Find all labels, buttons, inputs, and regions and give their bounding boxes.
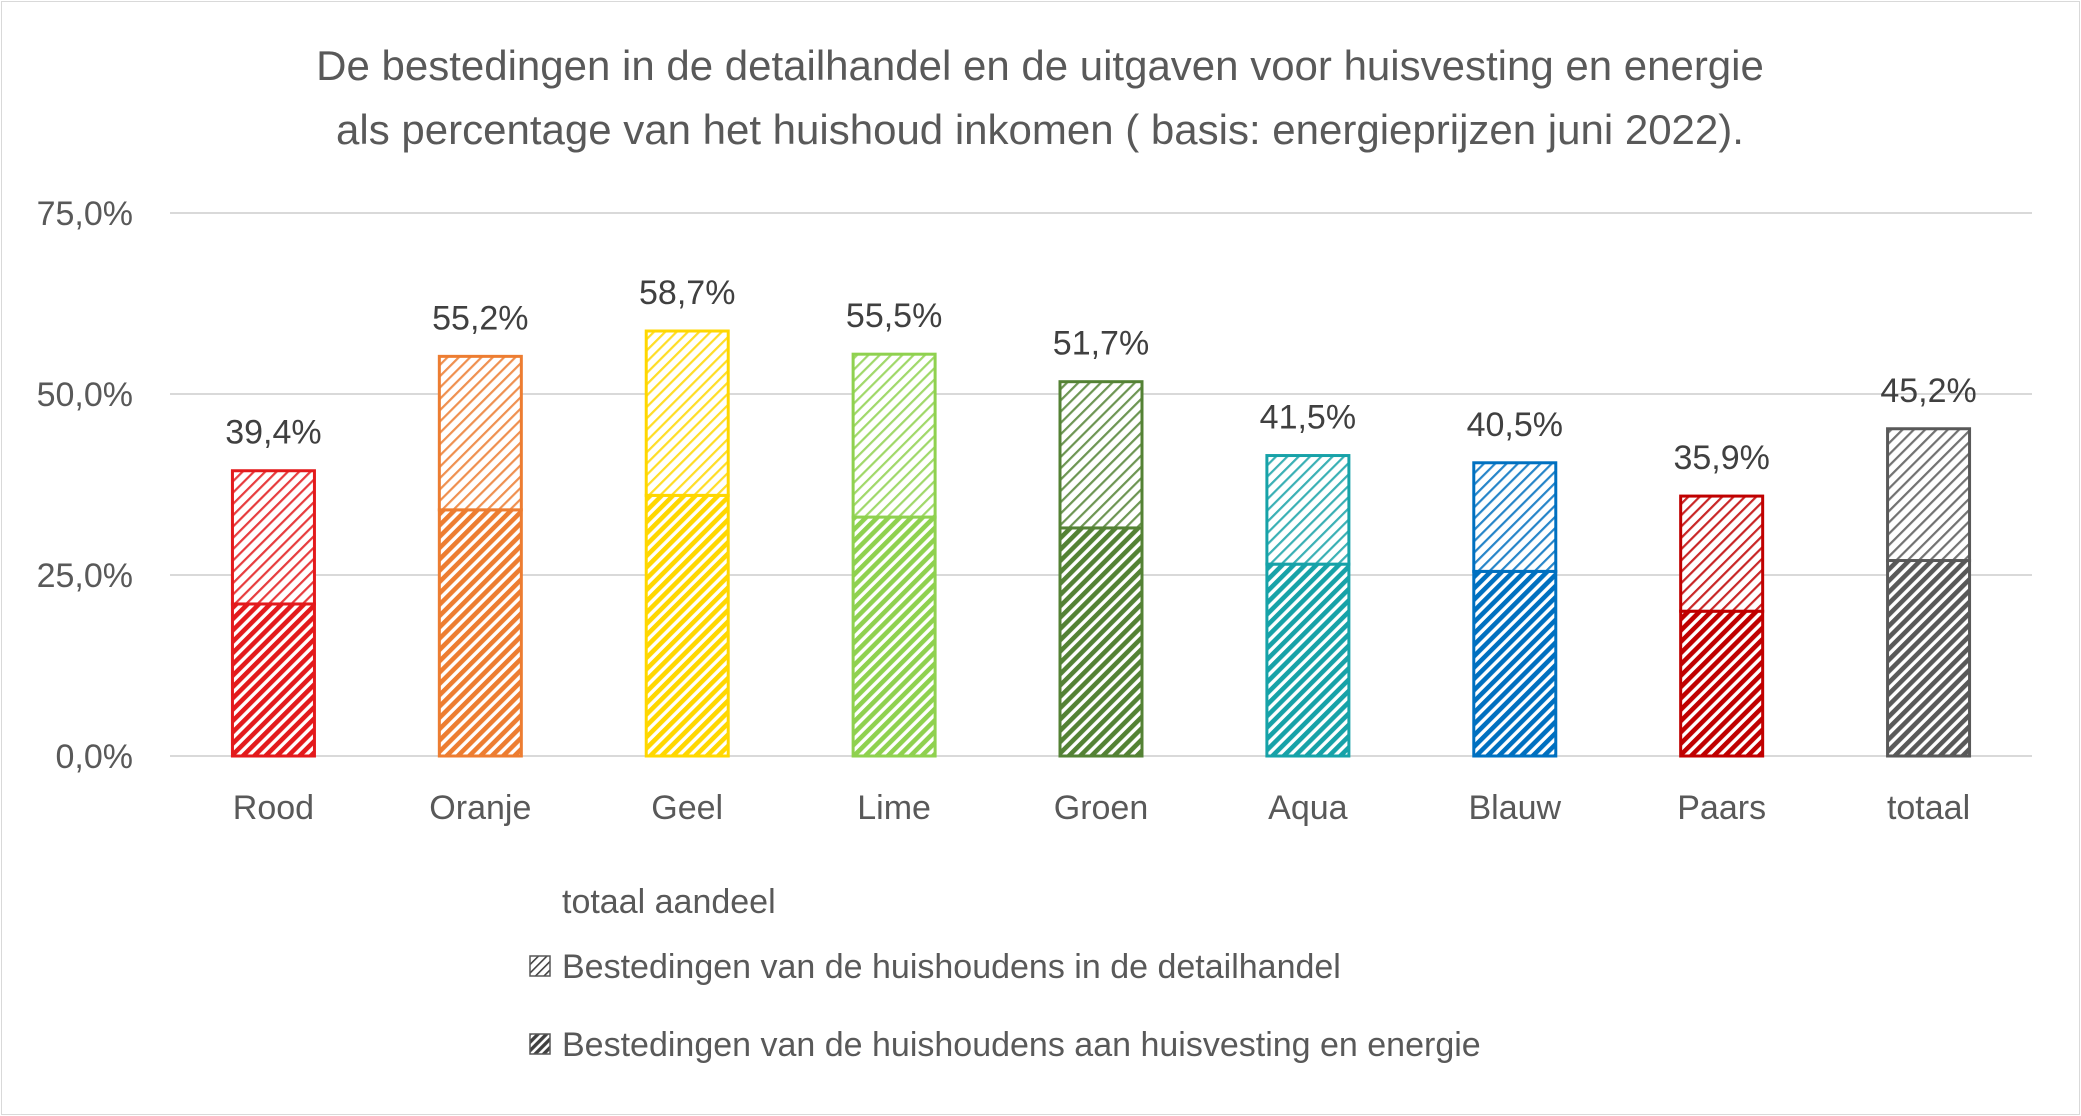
bar-segment-housing-energy — [1472, 569, 1558, 758]
bar-segment-housing-energy — [1679, 609, 1765, 758]
y-tick-label: 75,0% — [37, 195, 133, 233]
category-labels: Rood Oranje Geel Lime Groen Aqua Blauw Paars tot… — [233, 789, 1970, 827]
category-label: Geel — [651, 789, 723, 827]
category-label: Oranje — [429, 789, 531, 827]
bar-segment-retail — [230, 469, 316, 606]
y-tick-label: 0,0% — [56, 738, 134, 776]
chart-title-line-1: De bestedingen in de detailhandel en de … — [316, 42, 1764, 89]
legend-swatch — [529, 1033, 551, 1055]
total-data-label: 35,9% — [1673, 439, 1769, 477]
bar-segment-housing-energy — [644, 493, 730, 758]
category-label: Blauw — [1468, 789, 1561, 827]
bar-segment-housing-energy — [851, 515, 937, 758]
bar-segment-retail — [644, 329, 730, 497]
total-data-label: 55,5% — [846, 297, 942, 335]
bar-segment-retail — [1058, 380, 1144, 530]
legend: Bestedingen van de huishoudens in de det… — [529, 948, 1481, 1064]
category-label: Paars — [1677, 789, 1766, 827]
bar-segment-housing-energy — [1058, 526, 1144, 758]
bar-segment-housing-energy — [1886, 559, 1972, 758]
y-tick-label: 50,0% — [37, 376, 133, 414]
bar-segment-retail — [1265, 454, 1351, 566]
total-data-label: 41,5% — [1260, 399, 1356, 437]
legend-entry-label: Bestedingen van de huishoudens aan huisv… — [562, 1026, 1481, 1064]
category-label: Groen — [1054, 789, 1149, 827]
total-data-label: 58,7% — [639, 274, 735, 312]
bar-segment-retail — [1886, 427, 1972, 563]
y-tick-label: 25,0% — [37, 557, 133, 595]
bar-segment-housing-energy — [1265, 562, 1351, 758]
bars — [230, 329, 1972, 758]
category-label: Aqua — [1268, 789, 1347, 827]
bar-segment-retail — [1472, 461, 1558, 573]
total-data-label: 51,7% — [1053, 325, 1149, 363]
bar-segment-retail — [437, 354, 523, 512]
bar-segment-housing-energy — [437, 508, 523, 758]
bar-segment-housing-energy — [230, 602, 316, 758]
y-axis-tick-labels: 0,0% 25,0% 50,0% 75,0% — [37, 195, 133, 776]
total-data-label: 45,2% — [1880, 372, 1976, 410]
data-labels: 39,4% 55,2% 58,7% 55,5% 51,7% 41,5% 40,5% 35,9%… — [225, 274, 1977, 477]
category-label: Lime — [857, 789, 931, 827]
total-data-label: 55,2% — [432, 299, 528, 337]
bar-segment-retail — [1679, 494, 1765, 613]
bar-segment-retail — [851, 352, 937, 519]
total-data-label: 40,5% — [1467, 406, 1563, 444]
category-label: totaal — [1887, 789, 1970, 827]
legend-title: totaal aandeel — [562, 883, 776, 921]
legend-swatch — [529, 955, 551, 977]
total-data-label: 39,4% — [225, 414, 321, 452]
chart-title-line-2: als percentage van het huishoud inkomen … — [336, 106, 1744, 153]
category-label: Rood — [233, 789, 314, 827]
legend-entry-label: Bestedingen van de huishoudens in de det… — [562, 948, 1341, 986]
